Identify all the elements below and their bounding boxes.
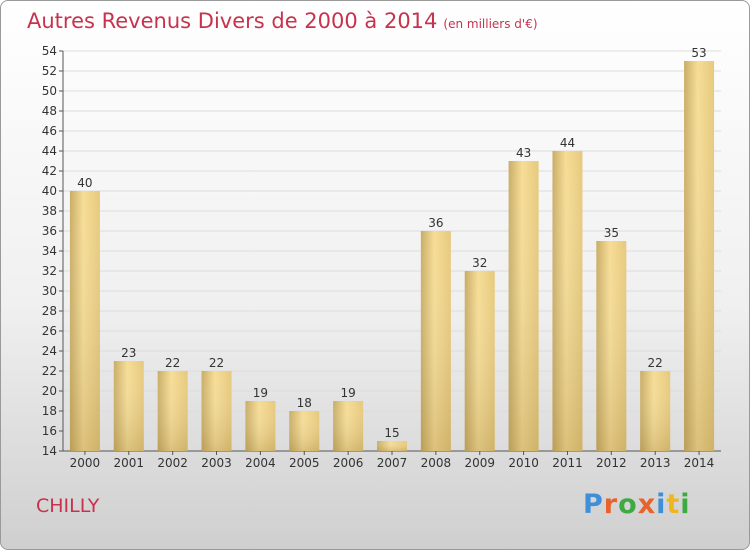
y-tick-label: 26 bbox=[42, 324, 57, 338]
bar-shade-2008 bbox=[420, 231, 451, 451]
x-tick-label-2010: 2010 bbox=[508, 456, 539, 470]
bar-shade-2013 bbox=[640, 371, 671, 451]
y-tick-label: 40 bbox=[42, 184, 57, 198]
value-label-2002: 22 bbox=[165, 356, 180, 370]
bar-shade-2012 bbox=[596, 241, 627, 451]
bar-shade-2001 bbox=[113, 361, 144, 451]
x-tick-label-2011: 2011 bbox=[552, 456, 583, 470]
bar-shade-2014 bbox=[684, 61, 715, 451]
y-tick-label: 24 bbox=[42, 344, 57, 358]
chart-title-unit: (en milliers d'€) bbox=[443, 17, 538, 31]
commune-name: CHILLY bbox=[36, 495, 100, 517]
y-tick-label: 22 bbox=[42, 364, 57, 378]
bar-shade-2011 bbox=[552, 151, 583, 451]
x-tick-label-2005: 2005 bbox=[289, 456, 320, 470]
value-label-2001: 23 bbox=[121, 346, 136, 360]
bar-shade-2007 bbox=[377, 441, 407, 451]
y-tick-label: 30 bbox=[42, 284, 57, 298]
bar-shade-2006 bbox=[333, 401, 364, 451]
bar-shade-2010 bbox=[508, 161, 539, 451]
y-tick-label: 20 bbox=[42, 384, 57, 398]
y-tick-label: 34 bbox=[42, 244, 57, 258]
x-tick-label-2013: 2013 bbox=[640, 456, 671, 470]
x-tick-label-2001: 2001 bbox=[114, 456, 145, 470]
value-label-2013: 22 bbox=[648, 356, 663, 370]
value-label-2006: 19 bbox=[340, 386, 355, 400]
value-label-2014: 53 bbox=[691, 46, 706, 60]
y-tick-label: 18 bbox=[42, 404, 57, 418]
bar-shade-2005 bbox=[289, 411, 320, 451]
bars: 40 23 22 22 19 18 19 15 36 32 43 44 35 22 53 bbox=[69, 46, 715, 451]
y-tick-label: 50 bbox=[42, 84, 57, 98]
y-tick-label: 54 bbox=[42, 44, 57, 58]
value-label-2012: 35 bbox=[604, 226, 619, 240]
y-tick-label: 28 bbox=[42, 304, 57, 318]
value-label-2009: 32 bbox=[472, 256, 487, 270]
y-tick-label: 52 bbox=[42, 64, 57, 78]
proxiti-logo: Proxiti bbox=[583, 489, 691, 520]
bar-shade-2009 bbox=[464, 271, 495, 451]
bar-shade-2003 bbox=[201, 371, 232, 451]
y-tick-label: 14 bbox=[42, 444, 57, 458]
y-tick-label: 42 bbox=[42, 164, 57, 178]
value-label-2003: 22 bbox=[209, 356, 224, 370]
x-tick-label-2009: 2009 bbox=[464, 456, 495, 470]
logo-letter: o bbox=[618, 489, 638, 520]
y-tick-label: 38 bbox=[42, 204, 57, 218]
value-label-2000: 40 bbox=[77, 176, 92, 190]
logo-letter: P bbox=[583, 489, 604, 520]
x-tick-label-2002: 2002 bbox=[157, 456, 188, 470]
x-tick-label-2006: 2006 bbox=[333, 456, 364, 470]
x-tick-label-2014: 2014 bbox=[684, 456, 715, 470]
bar-shade-2004 bbox=[245, 401, 276, 451]
y-tick-label: 48 bbox=[42, 104, 57, 118]
x-tick-label-2004: 2004 bbox=[245, 456, 276, 470]
y-tick-label: 46 bbox=[42, 124, 57, 138]
x-tick-label-2008: 2008 bbox=[421, 456, 452, 470]
x-tick-label-2012: 2012 bbox=[596, 456, 627, 470]
value-label-2007: 15 bbox=[384, 426, 399, 440]
x-tick-label-2003: 2003 bbox=[201, 456, 232, 470]
bar-shade-2002 bbox=[157, 371, 188, 451]
y-tick-label: 16 bbox=[42, 424, 57, 438]
logo-letter: x bbox=[637, 489, 657, 520]
x-tick-label-2000: 2000 bbox=[70, 456, 101, 470]
logo-letter: i bbox=[680, 489, 691, 520]
y-tick-label: 32 bbox=[42, 264, 57, 278]
value-label-2010: 43 bbox=[516, 146, 531, 160]
value-label-2008: 36 bbox=[428, 216, 443, 230]
value-label-2005: 18 bbox=[297, 396, 312, 410]
logo-letter: i bbox=[656, 489, 667, 520]
x-tick-label-2007: 2007 bbox=[377, 456, 408, 470]
y-tick-label: 44 bbox=[42, 144, 57, 158]
value-label-2011: 44 bbox=[560, 136, 575, 150]
value-label-2004: 19 bbox=[253, 386, 268, 400]
logo-letter: r bbox=[603, 489, 619, 520]
logo-letter: t bbox=[666, 489, 681, 520]
y-tick-label: 36 bbox=[42, 224, 57, 238]
chart-title-text: Autres Revenus Divers de 2000 à 2014 bbox=[27, 9, 438, 33]
chart-title: Autres Revenus Divers de 2000 à 2014 (en … bbox=[27, 9, 538, 33]
bar-shade-2000 bbox=[69, 191, 100, 451]
